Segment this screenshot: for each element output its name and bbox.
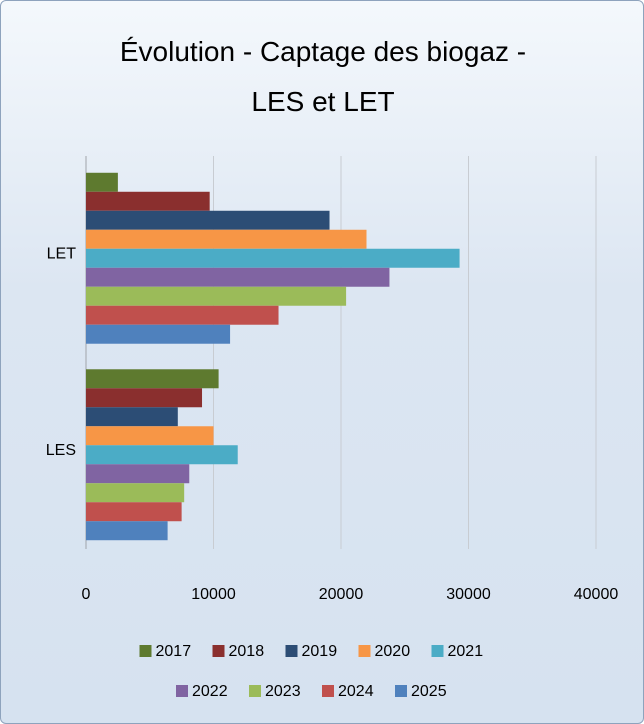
bar	[86, 483, 185, 503]
x-tick-label: 10000	[191, 586, 236, 603]
legend-label: 2018	[229, 643, 265, 660]
y-tick-label: LET	[47, 245, 77, 262]
legend-label: 2017	[156, 643, 192, 660]
legend-swatch	[395, 685, 407, 697]
chart-title: Évolution - Captage des biogaz - LES et …	[119, 36, 527, 117]
bar	[86, 464, 190, 484]
bar	[86, 502, 182, 522]
bar	[86, 324, 231, 344]
x-tick-label: 0	[82, 586, 91, 603]
legend-swatch	[358, 645, 371, 657]
bar	[86, 286, 347, 306]
bar	[86, 248, 460, 268]
legend-swatch	[249, 685, 261, 697]
legend-swatch	[176, 685, 188, 697]
legend-label: 2022	[192, 683, 228, 700]
legend-swatch	[285, 645, 298, 657]
x-tick-label: 30000	[446, 586, 491, 603]
bar	[86, 407, 178, 427]
bar	[86, 172, 118, 192]
legend-swatch	[139, 645, 152, 657]
x-tick-label: 40000	[574, 586, 619, 603]
bar	[86, 267, 390, 287]
bar	[86, 445, 238, 465]
bar	[86, 521, 168, 541]
legend-label: 2019	[302, 643, 338, 660]
bar	[86, 229, 367, 249]
legend-label: 2024	[338, 683, 374, 700]
legend-label: 2023	[265, 683, 301, 700]
bar	[86, 388, 203, 408]
x-tick-label: 20000	[319, 586, 364, 603]
bar	[86, 305, 279, 325]
y-tick-label: LES	[46, 442, 76, 459]
bar	[86, 191, 210, 211]
legend-swatch	[431, 645, 444, 657]
legend-label: 2020	[375, 643, 411, 660]
legend-label: 2021	[448, 643, 484, 660]
bar	[86, 426, 214, 446]
legend-swatch	[212, 645, 225, 657]
legend-swatch	[322, 685, 334, 697]
bar	[86, 369, 219, 389]
bar	[86, 210, 330, 230]
legend-label: 2025	[411, 683, 447, 700]
